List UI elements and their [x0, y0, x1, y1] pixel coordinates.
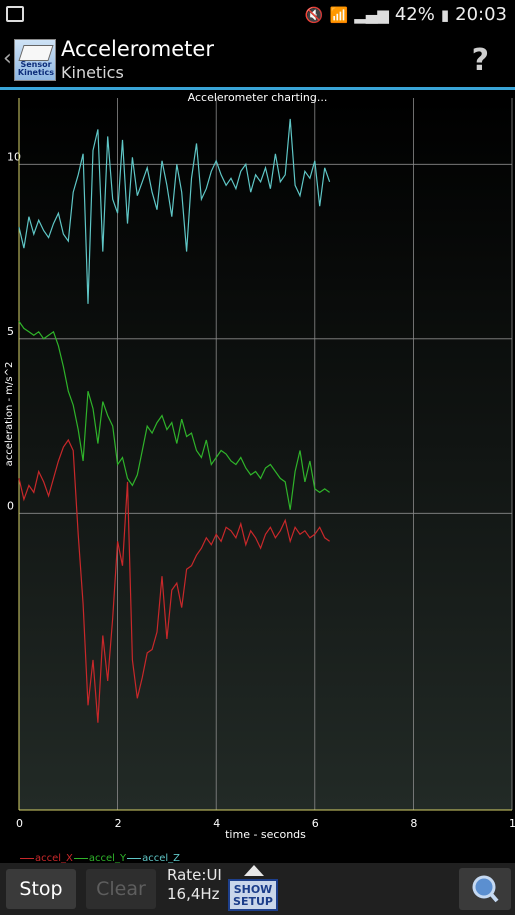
app-logo[interactable]: Sensor Kinetics — [14, 39, 56, 81]
app-subtitle: Kinetics — [61, 63, 124, 82]
legend-item: accel_X — [20, 853, 74, 864]
magnifier-icon — [472, 875, 499, 903]
rate-display: Rate:UI 16,4Hz — [167, 866, 222, 904]
legend-label: accel_Y — [88, 853, 127, 864]
legend-swatch — [20, 858, 34, 859]
series-line-accel_Z — [18, 118, 331, 304]
expand-up-icon[interactable] — [244, 865, 264, 876]
y-tick-label: 5 — [7, 325, 14, 338]
chart-legend: accel_X accel_Y accel_Z — [20, 853, 181, 864]
legend-item: accel_Y — [73, 853, 127, 864]
x-tick-label: 2 — [115, 817, 122, 830]
y-axis-label: acceleration - m/s^2 — [4, 362, 15, 467]
signal-icon: ▂▄▆ — [354, 5, 389, 24]
clear-button[interactable]: Clear — [86, 869, 156, 909]
x-tick-label: 10 — [509, 817, 515, 830]
chart-area[interactable]: Accelerometer charting... 0 2 4 6 8 10 0 5 10 tim… — [0, 90, 515, 860]
legend-item: accel_Z — [127, 853, 181, 864]
accelerometer-chart: 0 2 4 6 8 10 0 5 10 time - seconds acceleration - … — [4, 98, 515, 841]
y-tick-label: 0 — [7, 499, 14, 512]
battery-icon: ▮ — [440, 5, 450, 24]
show-setup-button[interactable]: SHOW SETUP — [228, 879, 278, 911]
app-bar: ‹ Sensor Kinetics Accelerometer Kinetics… — [0, 32, 515, 88]
legend-swatch — [127, 858, 142, 859]
legend-swatch — [73, 858, 88, 859]
logo-sensor-plate — [18, 45, 54, 61]
series-line-accel_X — [18, 438, 330, 723]
x-tick-label: 0 — [16, 817, 23, 830]
chart-title: Accelerometer charting... — [187, 91, 328, 104]
bottom-toolbar: Stop Clear Rate:UI 16,4Hz SHOW SETUP — [0, 863, 515, 915]
status-bar: 🔇 📶 ▂▄▆ 42% ▮ 20:03 — [0, 0, 515, 32]
legend-label: accel_Z — [142, 853, 180, 864]
x-axis-label: time - seconds — [225, 828, 306, 841]
wifi-icon: 📶 — [329, 5, 349, 24]
battery-percent: 42% — [394, 4, 435, 25]
stop-button[interactable]: Stop — [6, 869, 76, 909]
help-button[interactable]: ? — [471, 43, 489, 78]
logo-text: Sensor Kinetics — [17, 60, 55, 77]
app-title: Accelerometer — [61, 37, 214, 61]
back-chevron-icon[interactable]: ‹ — [3, 46, 12, 71]
rate-value: 16,4Hz — [167, 885, 220, 903]
x-tick-label: 4 — [213, 817, 220, 830]
y-tick-label: 10 — [7, 150, 21, 163]
activity-icon — [6, 6, 24, 22]
clock: 20:03 — [455, 4, 507, 25]
app-bar-divider — [0, 87, 515, 90]
x-tick-label: 6 — [312, 817, 319, 830]
mute-icon: 🔇 — [304, 5, 324, 24]
plot-background — [19, 98, 512, 810]
x-tick-label: 8 — [410, 817, 417, 830]
series-line-accel_Y — [18, 321, 330, 510]
rate-label: Rate:UI — [167, 866, 222, 884]
zoom-button[interactable] — [459, 868, 511, 910]
legend-label: accel_X — [35, 853, 73, 864]
status-bar-right: 🔇 📶 ▂▄▆ 42% ▮ 20:03 — [305, 4, 507, 25]
